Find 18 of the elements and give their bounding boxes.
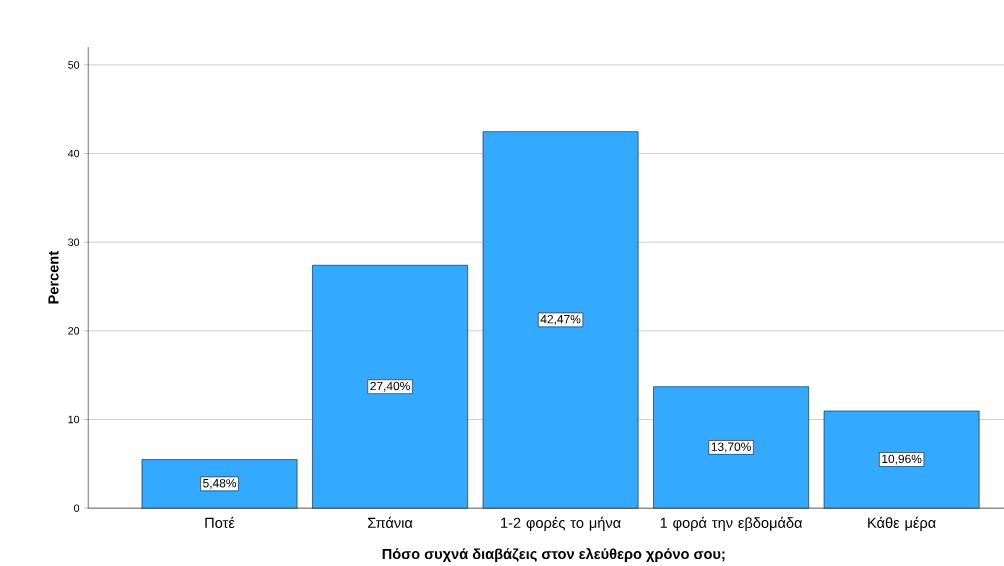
data-label: 10,96%	[882, 454, 922, 465]
y-tick-label: 20	[68, 327, 80, 335]
data-label: 13,70%	[711, 442, 751, 453]
y-tick-label: 40	[67, 149, 80, 158]
data-label: 42,47%	[540, 314, 581, 325]
x-tick-label: Ποτέ	[205, 516, 235, 528]
y-tick-label: 10	[68, 415, 80, 424]
x-tick-label: Σπάνια	[368, 516, 413, 528]
x-axis-title: Πόσο συχνά διαβάζεις στον ελεύθερο χρόνο σου;	[382, 548, 725, 562]
data-label: 27,40%	[370, 381, 410, 392]
data-label: 5,48%	[203, 478, 237, 489]
x-tick-label: 1-2 φορές το μήνα	[501, 516, 621, 531]
x-tick-label: Κάθε μέρα	[868, 516, 936, 531]
y-tick-label: 30	[68, 238, 80, 246]
y-tick-label: 0	[74, 504, 80, 512]
x-tick-label: 1 φορά την εβδομάδα	[660, 516, 803, 531]
y-axis-title: Percent	[48, 251, 59, 304]
y-tick-label: 50	[68, 61, 80, 69]
